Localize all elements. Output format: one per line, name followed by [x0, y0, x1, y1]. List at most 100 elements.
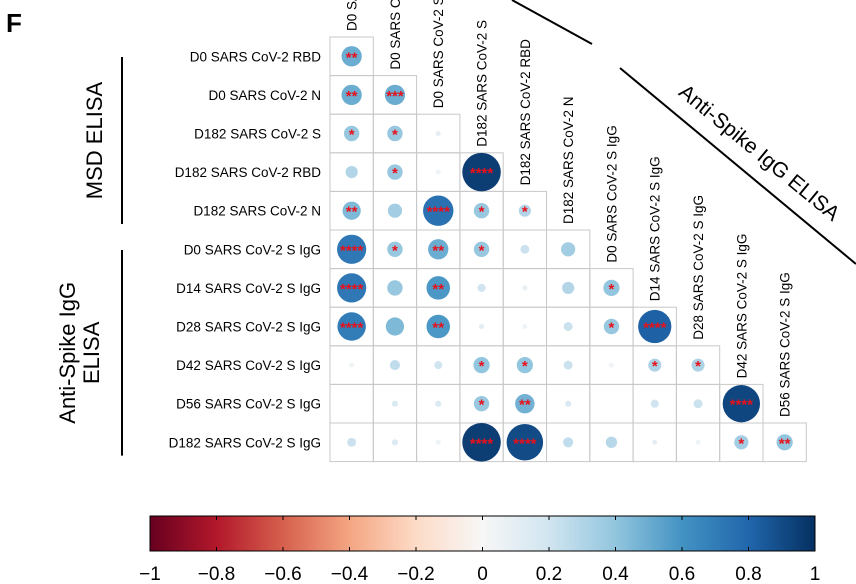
correlation-circle	[347, 437, 357, 447]
significance-label: ****	[340, 242, 364, 259]
significance-label: *	[695, 358, 701, 375]
colorbar-tick-label: −0.6	[264, 564, 302, 584]
significance-label: ****	[340, 281, 364, 298]
correlation-circle	[650, 399, 659, 408]
correlation-circle	[337, 312, 366, 341]
correlation-circle	[561, 242, 576, 257]
panel-letter: F	[6, 8, 22, 38]
correlation-circle	[391, 400, 398, 407]
significance-label: ****	[340, 320, 364, 337]
correlation-circle	[515, 393, 535, 414]
correlation-circle	[345, 166, 358, 179]
correlation-circle	[693, 399, 703, 409]
correlation-circle	[473, 241, 490, 258]
colorbar-tick-label: −0.4	[331, 564, 369, 584]
colorbar-tick-label: 0.8	[735, 564, 761, 584]
row-label: D28 SARS CoV-2 S IgG	[176, 320, 321, 335]
correlation-circle	[389, 360, 401, 371]
correlation-circle	[387, 280, 403, 296]
colorbar	[149, 515, 816, 552]
row-label: D182 SARS CoV-2 RBD	[175, 165, 322, 180]
colorbar-tick-label: 1	[810, 564, 821, 584]
correlation-circle	[342, 201, 361, 220]
significance-label: *	[738, 435, 744, 452]
correlation-circle	[423, 195, 454, 226]
colorbar-tick-label: 0	[477, 564, 488, 584]
correlation-circle	[506, 424, 544, 461]
colorbar-tick-label: −1	[139, 564, 161, 584]
correlation-circle	[434, 361, 443, 370]
grid-cell	[762, 422, 807, 463]
significance-label: ****	[470, 165, 494, 182]
grid-cell	[329, 383, 374, 424]
correlation-circle	[522, 324, 528, 329]
colorbar-tick-label: 0.2	[536, 564, 562, 584]
correlation-circle	[695, 439, 701, 445]
significance-label: *	[522, 358, 528, 375]
row-group-label: MSD ELISA	[82, 81, 107, 199]
correlation-circle	[605, 436, 618, 448]
correlation-circle	[563, 322, 573, 331]
significance-label: ****	[730, 397, 754, 414]
significance-label: *	[609, 281, 615, 298]
correlation-circle	[337, 273, 367, 303]
significance-label: **	[432, 320, 444, 337]
correlation-circle	[337, 234, 367, 264]
row-label: D182 SARS CoV-2 S IgG	[169, 435, 321, 450]
correlation-circle	[734, 435, 749, 450]
correlation-circle	[387, 164, 403, 180]
correlation-circle	[691, 358, 705, 372]
correlation-circle	[652, 439, 658, 445]
correlation-circle	[776, 434, 793, 451]
row-label: D182 SARS CoV-2 N	[193, 204, 321, 219]
grid-cell	[589, 383, 634, 424]
correlation-circle	[435, 439, 441, 445]
correlation-circle	[563, 437, 574, 448]
significance-label: ****	[513, 435, 537, 452]
correlation-circle	[477, 283, 486, 292]
correlation-circle	[435, 131, 441, 136]
column-label: D42 SARS CoV-2 S IgG	[734, 234, 749, 379]
correlation-circle	[426, 314, 451, 339]
column-label: D0 SARS CoV-2 S IgG	[604, 125, 619, 262]
colorbar-tick-label: −0.8	[198, 564, 236, 584]
significance-label: **	[519, 397, 531, 414]
column-label: D0 SARS CoV-2 N	[388, 0, 403, 70]
correlation-circle	[428, 239, 449, 260]
significance-label: ***	[386, 88, 404, 105]
row-label: D182 SARS CoV-2 S	[194, 127, 321, 142]
significance-label: *	[349, 127, 355, 144]
row-label: D42 SARS CoV-2 S IgG	[176, 358, 321, 373]
significance-label: ****	[470, 435, 494, 452]
correlation-circle	[384, 84, 406, 106]
correlation-circle	[387, 125, 403, 142]
correlation-circle	[391, 439, 398, 446]
correlation-circle	[462, 152, 501, 192]
correlation-circle	[349, 362, 355, 368]
correlation-circle	[562, 281, 575, 294]
correlation-circle	[520, 244, 530, 254]
significance-label: *	[609, 320, 615, 337]
column-label: D0 SARS CoV-2 RBD	[345, 0, 360, 31]
correlation-circle	[426, 276, 451, 300]
column-label: D182 SARS CoV-2 RBD	[518, 39, 533, 186]
significance-label: **	[432, 281, 444, 298]
row-label: D56 SARS CoV-2 S IgG	[176, 397, 321, 412]
column-group-divider	[511, 0, 593, 45]
correlation-circle	[387, 203, 403, 218]
significance-label: *	[479, 358, 485, 375]
row-label: D0 SARS CoV-2 S IgG	[184, 242, 321, 257]
row-group-label: Anti-Spike IgG	[55, 282, 80, 424]
correlation-circle	[603, 318, 620, 335]
column-label: D56 SARS CoV-2 S IgG	[778, 272, 793, 417]
correlation-circle	[638, 309, 672, 344]
colorbar-tick-label: 0.6	[669, 564, 695, 584]
significance-label: **	[432, 242, 444, 259]
significance-label: *	[479, 204, 485, 221]
colorbar-tick-label: 0.4	[602, 564, 629, 584]
correlation-circle	[473, 202, 490, 219]
correlation-circle	[435, 400, 442, 407]
correlation-circle	[516, 356, 533, 374]
column-label: D0 SARS CoV-2 S	[431, 0, 446, 108]
